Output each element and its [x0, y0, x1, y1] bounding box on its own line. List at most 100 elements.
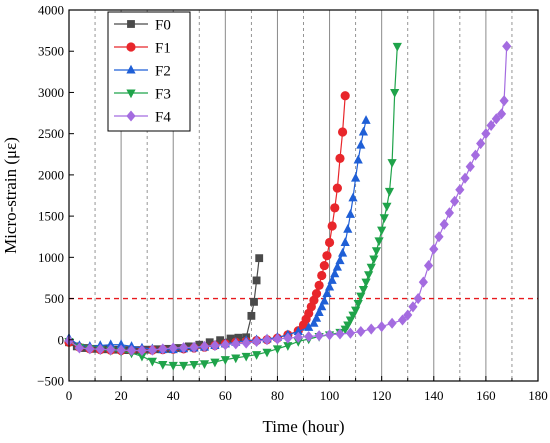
legend-item-f1: F1 [114, 41, 171, 57]
data-point-f4 [387, 317, 397, 329]
y-tick-label: 2000 [38, 167, 64, 182]
data-point-f3 [137, 352, 147, 362]
data-point-f3 [351, 306, 361, 316]
data-point-f3 [241, 352, 251, 362]
data-point-f2 [309, 317, 319, 327]
data-point-f2 [351, 172, 361, 182]
data-point-f4 [356, 326, 366, 338]
data-point-f3 [366, 263, 376, 273]
data-point-f4 [241, 337, 251, 349]
data-point-f3 [220, 356, 230, 365]
data-point-f4 [439, 218, 449, 230]
x-tick-label: 160 [476, 388, 496, 403]
data-point-f0 [247, 311, 256, 320]
data-point-f2 [330, 268, 340, 278]
data-point-f1 [324, 237, 335, 248]
data-point-f4 [304, 330, 314, 342]
data-point-f1 [311, 289, 322, 299]
data-point-f3 [374, 237, 384, 247]
data-point-f4 [158, 343, 168, 355]
series-layer [64, 40, 512, 371]
data-point-f2 [314, 307, 324, 317]
data-point-f2 [317, 301, 327, 311]
x-tick-label: 0 [66, 388, 73, 403]
data-point-f3 [272, 345, 283, 355]
data-point-f2 [343, 224, 353, 233]
data-point-f3 [199, 360, 210, 369]
legend-marker-f0 [127, 20, 135, 28]
data-point-f2 [356, 139, 366, 149]
data-point-f3 [371, 247, 382, 257]
legend-marker-f2 [126, 64, 136, 74]
data-point-f3 [353, 300, 363, 309]
data-point-f4 [283, 332, 293, 344]
x-tick-label: 20 [115, 388, 128, 403]
data-point-f1 [332, 183, 342, 193]
data-point-f0 [226, 334, 235, 343]
data-point-f4 [460, 172, 470, 184]
data-point-f1 [340, 91, 350, 101]
data-point-f1 [319, 260, 329, 271]
y-tick-label: 1000 [38, 250, 64, 265]
data-point-f3 [356, 292, 366, 302]
data-point-f4 [366, 323, 376, 335]
data-point-f4 [74, 342, 85, 354]
legend: F0 F1 F2 F3 F4 [107, 11, 191, 132]
x-tick-label: 140 [424, 388, 444, 403]
data-point-f0 [184, 342, 193, 351]
data-point-f4 [455, 184, 465, 196]
data-point-f3 [369, 255, 379, 265]
data-point-f2 [293, 326, 303, 335]
legend-marker-f3 [126, 89, 136, 99]
data-point-f3 [392, 42, 402, 52]
data-point-f1 [330, 203, 340, 213]
legend-label-f3: F3 [155, 87, 171, 103]
data-point-f4 [293, 331, 303, 343]
x-tick-label: 40 [167, 388, 180, 403]
legend-item-f4: F4 [114, 110, 171, 126]
x-axis-label: Time (hour) [262, 417, 344, 436]
data-point-f3 [358, 286, 369, 295]
data-point-f4 [314, 330, 324, 342]
data-point-f4 [106, 344, 116, 356]
data-point-f4 [116, 344, 126, 356]
series-f4 [64, 40, 512, 357]
x-tick-label: 100 [320, 388, 340, 403]
data-point-f2 [345, 209, 355, 218]
data-point-f2 [361, 115, 371, 124]
legend-label-f1: F1 [155, 41, 171, 57]
data-point-f4 [147, 344, 157, 356]
y-tick-label: 0 [58, 332, 65, 347]
data-point-f0 [143, 345, 152, 354]
data-point-f0 [252, 276, 261, 285]
data-point-f4 [397, 314, 408, 326]
legend-label-f2: F2 [155, 64, 171, 80]
legend-marker-f4 [126, 110, 136, 122]
legend-label-f4: F4 [155, 110, 171, 126]
data-point-f4 [272, 333, 283, 345]
data-point-f2 [304, 322, 314, 331]
y-axis-label: Micro-strain (με) [1, 137, 20, 254]
data-point-f4 [85, 343, 95, 355]
data-point-f2 [337, 247, 348, 257]
data-point-f4 [465, 161, 475, 173]
data-point-f2 [311, 313, 322, 322]
data-point-f4 [502, 40, 512, 52]
data-point-f4 [429, 243, 439, 255]
data-point-f3 [189, 361, 199, 370]
data-point-f4 [137, 344, 147, 357]
y-tick-label: −500 [37, 374, 64, 389]
y-tick-label: 2500 [38, 126, 64, 141]
legend-item-f3: F3 [114, 87, 171, 103]
data-point-f1 [317, 270, 327, 281]
data-point-f1 [337, 127, 348, 137]
data-point-f4 [486, 119, 496, 131]
data-point-f4 [126, 344, 137, 357]
data-point-f2 [348, 192, 358, 202]
data-point-f4 [262, 334, 272, 346]
x-tick-label: 60 [219, 388, 232, 403]
data-point-f2 [358, 126, 369, 136]
data-point-f4 [470, 149, 481, 161]
data-point-f3 [147, 357, 157, 367]
